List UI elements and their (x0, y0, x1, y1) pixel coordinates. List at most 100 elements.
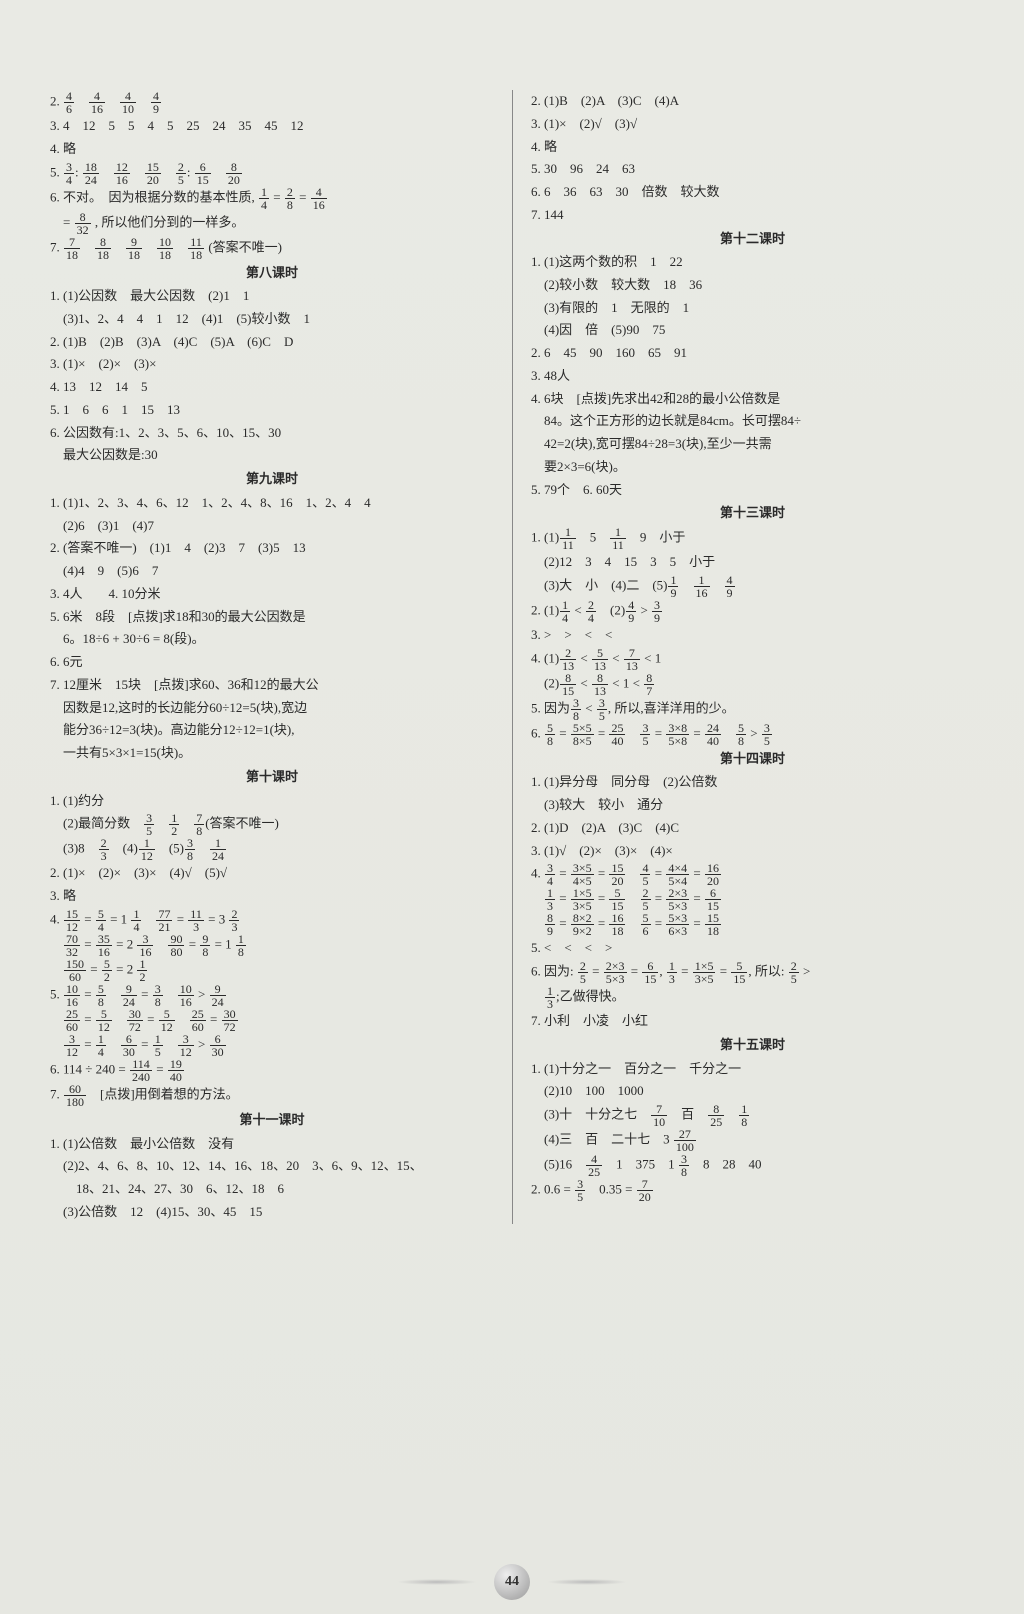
answer-line: 1. (1)异分母 同分母 (2)公倍数 (531, 771, 974, 794)
section-title: 第十课时 (50, 765, 494, 790)
answer-line: (3)十 十分之七 710 百 825 18 (531, 1103, 974, 1128)
answer-line: 一共有5×3×1=15(块)。 (50, 742, 494, 765)
answer-line: 1. (1)公倍数 最小公倍数 没有 (50, 1133, 494, 1156)
answer-line: 42=2(块),宽可摆84÷28=3(块),至少一共需 (531, 433, 974, 456)
answer-line: 6. 不对。 因为根据分数的基本性质, 14 = 28 = 416 (50, 186, 494, 211)
answer-line: 7. 144 (531, 204, 974, 227)
answer-line: (4)因 倍 (5)90 75 (531, 319, 974, 342)
answer-line: 15060 = 52 = 2 12 (50, 958, 494, 983)
answer-line: 2. (1)B (2)A (3)C (4)A (531, 90, 974, 113)
answer-line: 1. (1)十分之一 百分之一 千分之一 (531, 1058, 974, 1081)
answer-line: 6. 公因数有:1、2、3、5、6、10、15、30 (50, 422, 494, 445)
answer-line: 2. 0.6 = 35 0.35 = 720 (531, 1178, 974, 1203)
answer-line: 3. 48人 (531, 365, 974, 388)
answer-line: 5. 1016 = 58 924 = 38 1016 > 924 (50, 983, 494, 1008)
answer-line: 3. > > < < (531, 624, 974, 647)
answer-line: 2. (1)B (2)B (3)A (4)C (5)A (6)C D (50, 331, 494, 354)
answer-line: 1. (1)这两个数的积 1 22 (531, 251, 974, 274)
answer-line: 7. 12厘米 15块 [点拨]求60、36和12的最大公 (50, 674, 494, 697)
answer-line: 5. 因为38 < 35, 所以,喜洋洋用的少。 (531, 697, 974, 722)
answer-line: 5. 6米 8段 [点拨]求18和30的最大公因数是 (50, 606, 494, 629)
answer-line: (2)最简分数 35 12 78(答案不唯一) (50, 812, 494, 837)
answer-line: (2)6 (3)1 (4)7 (50, 515, 494, 538)
answer-line: 2. (1)D (2)A (3)C (4)C (531, 817, 974, 840)
answer-line: (2)2、4、6、8、10、12、14、16、18、20 3、6、9、12、15… (50, 1155, 494, 1178)
section-title: 第八课时 (50, 261, 494, 286)
section-title: 第十二课时 (531, 227, 974, 252)
answer-line: (3)有限的 1 无限的 1 (531, 297, 974, 320)
answer-line: 2. (1)14 < 24 (2)49 > 39 (531, 599, 974, 624)
answer-line: (3)8 23 (4)112 (5)38 124 (50, 837, 494, 862)
answer-line: 4. 34 = 3×54×5 = 1520 45 = 4×45×4 = 1620 (531, 862, 974, 887)
answer-line: 5. < < < > (531, 937, 974, 960)
page-number: 44 (494, 1564, 530, 1600)
answer-line: 3. (1)× (2)√ (3)√ (531, 113, 974, 136)
answer-line: (2)10 100 1000 (531, 1080, 974, 1103)
answer-line: 3. 4 12 5 5 4 5 25 24 35 45 12 (50, 115, 494, 138)
answer-line: (4)三 百 二十七 3 27100 (531, 1128, 974, 1153)
answer-line: 312 = 14 630 = 15 312 > 630 (50, 1033, 494, 1058)
answer-line: 最大公因数是:30 (50, 444, 494, 467)
answer-line: 2. 46 416 410 49 (50, 90, 494, 115)
answer-line: 3. (1)× (2)× (3)× (50, 353, 494, 376)
answer-line: 7032 = 3516 = 2 316 9080 = 98 = 1 18 (50, 933, 494, 958)
answer-line: 89 = 8×29×2 = 1618 56 = 5×36×3 = 1518 (531, 912, 974, 937)
answer-line: (2)较小数 较大数 18 36 (531, 274, 974, 297)
two-column-layout: 2. 46 416 410 493. 4 12 5 5 4 5 25 24 35… (50, 90, 974, 1224)
answer-line: (3)大 小 (4)二 (5)19 116 49 (531, 574, 974, 599)
answer-line: 4. 略 (531, 136, 974, 159)
answer-line: 13 = 1×53×5 = 515 25 = 2×35×3 = 615 (531, 887, 974, 912)
answer-line: (2)815 < 813 < 1 < 87 (531, 672, 974, 697)
answer-line: (3)较大 较小 通分 (531, 794, 974, 817)
answer-line: = 832 , 所以他们分到的一样多。 (50, 211, 494, 236)
answer-line: 6. 114 ÷ 240 = 114240 = 1940 (50, 1058, 494, 1083)
answer-line: 4. 1512 = 54 = 1 14 7721 = 113 = 3 23 (50, 908, 494, 933)
answer-line: 84。这个正方形的边长就是84cm。长可摆84÷ (531, 410, 974, 433)
answer-line: 5. 34: 1824 1216 1520 25: 615 820 (50, 161, 494, 186)
answer-line: 5. 1 6 6 1 15 13 (50, 399, 494, 422)
answer-line: (4)4 9 (5)6 7 (50, 560, 494, 583)
answer-line: 3. 略 (50, 885, 494, 908)
answer-line: 18、21、24、27、30 6、12、18 6 (50, 1178, 494, 1201)
answer-line: 2. (答案不唯一) (1)1 4 (2)3 7 (3)5 13 (50, 537, 494, 560)
answer-line: 3. 4人 4. 10分米 (50, 583, 494, 606)
answer-line: (5)16 425 1 375 1 38 8 28 40 (531, 1153, 974, 1178)
section-title: 第十四课时 (531, 747, 974, 772)
answer-line: 6. 因为: 25 = 2×35×3 = 615, 13 = 1×53×5 = … (531, 960, 974, 985)
answer-line: 6. 58 = 5×58×5 = 2540 35 = 3×85×8 = 2440… (531, 722, 974, 747)
section-title: 第十五课时 (531, 1033, 974, 1058)
answer-line: 5. 30 96 24 63 (531, 158, 974, 181)
answer-line: 1. (1)111 5 111 9 小于 (531, 526, 974, 551)
answer-line: 6. 6元 (50, 651, 494, 674)
answer-line: 3. (1)√ (2)× (3)× (4)× (531, 840, 974, 863)
page: 2. 46 416 410 493. 4 12 5 5 4 5 25 24 35… (0, 0, 1024, 1614)
answer-line: 4. 13 12 14 5 (50, 376, 494, 399)
answer-line: 要2×3=6(块)。 (531, 456, 974, 479)
answer-line: 4. 略 (50, 138, 494, 161)
answer-line: (3)公倍数 12 (4)15、30、45 15 (50, 1201, 494, 1224)
left-column: 2. 46 416 410 493. 4 12 5 5 4 5 25 24 35… (50, 90, 512, 1224)
answer-line: 1. (1)公因数 最大公因数 (2)1 1 (50, 285, 494, 308)
answer-line: 能分36÷12=3(块)。高边能分12÷12=1(块), (50, 719, 494, 742)
section-title: 第十三课时 (531, 501, 974, 526)
answer-line: (3)1、2、4 4 1 12 (4)1 (5)较小数 1 (50, 308, 494, 331)
answer-line: 1. (1)1、2、3、4、6、12 1、2、4、8、16 1、2、4 4 (50, 492, 494, 515)
answer-line: 2. 6 45 90 160 65 91 (531, 342, 974, 365)
answer-line: 1. (1)约分 (50, 790, 494, 813)
answer-line: 13;乙做得快。 (531, 985, 974, 1010)
page-number-badge: 44 (477, 1564, 547, 1600)
answer-line: 7. 718 818 918 1018 1118 (答案不唯一) (50, 236, 494, 261)
section-title: 第九课时 (50, 467, 494, 492)
answer-line: 因数是12,这时的长边能分60÷12=5(块),宽边 (50, 697, 494, 720)
answer-line: 2560 = 512 3072 = 512 2560 = 3072 (50, 1008, 494, 1033)
answer-line: 6。18÷6 + 30÷6 = 8(段)。 (50, 628, 494, 651)
answer-line: 7. 小利 小凌 小红 (531, 1010, 974, 1033)
answer-line: 7. 60180 [点拨]用倒着想的方法。 (50, 1083, 494, 1108)
answer-line: 5. 79个 6. 60天 (531, 479, 974, 502)
section-title: 第十一课时 (50, 1108, 494, 1133)
answer-line: (2)12 3 4 15 3 5 小于 (531, 551, 974, 574)
right-column: 2. (1)B (2)A (3)C (4)A3. (1)× (2)√ (3)√4… (512, 90, 974, 1224)
answer-line: 4. (1)213 < 513 < 713 < 1 (531, 647, 974, 672)
answer-line: 4. 6块 [点拨]先求出42和28的最小公倍数是 (531, 388, 974, 411)
answer-line: 2. (1)× (2)× (3)× (4)√ (5)√ (50, 862, 494, 885)
